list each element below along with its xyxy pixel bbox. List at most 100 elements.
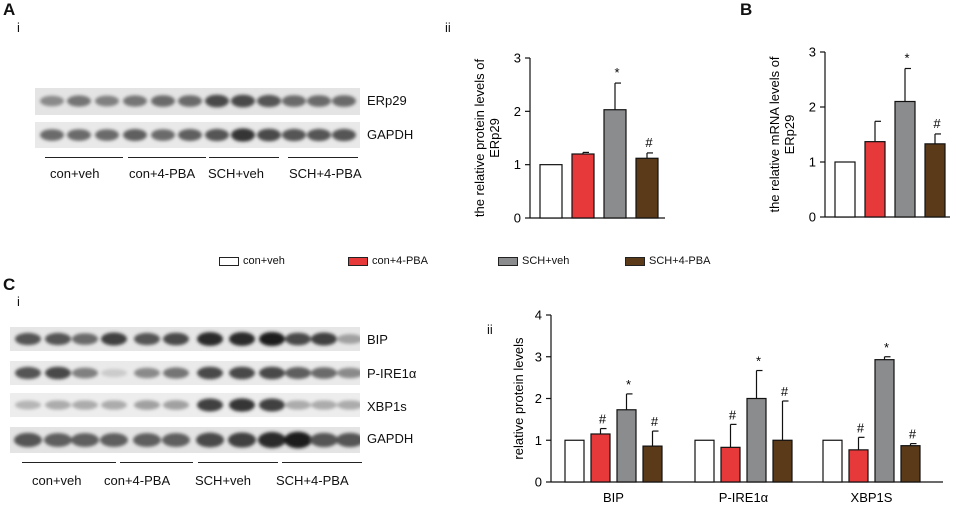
blot-band: [67, 95, 91, 107]
lane-group-label: con+veh: [32, 473, 82, 488]
blot-band: [72, 367, 98, 379]
bar: [590, 433, 611, 483]
blot-band: [228, 432, 256, 448]
blot-band: [285, 367, 311, 379]
y-tick-label: 0: [809, 210, 816, 225]
blot-band: [231, 128, 255, 142]
y-axis-label-line: the relative protein levels of: [472, 58, 487, 217]
blot-band: [310, 432, 338, 448]
blot-band: [123, 95, 147, 107]
band-label-gapdh-a: GAPDH: [367, 127, 414, 142]
blot-band: [311, 332, 337, 346]
legend-item-sch-4pba: SCH+4-PBA: [625, 255, 710, 267]
band-label-gapdh-c: GAPDH: [367, 431, 414, 446]
y-tick-label: 1: [514, 157, 521, 172]
blot-band: [285, 400, 311, 410]
chart-b-erp29-mrna: the relative mRNA levels ofERp29 0 1 2 3 * #: [767, 45, 950, 225]
significance-mark: #: [599, 412, 607, 427]
significance-mark: *: [614, 65, 619, 80]
blot-band: [205, 94, 229, 108]
y-tick-label: 2: [809, 100, 816, 115]
blot-band: [229, 366, 255, 380]
blot-band: [101, 368, 127, 378]
blot-band: [259, 366, 285, 380]
legend-swatch: [219, 256, 239, 266]
y-axis-label-line: ERp29: [782, 115, 797, 155]
blot-band: [257, 94, 281, 108]
significance-mark: #: [781, 384, 789, 399]
blot-band: [151, 95, 175, 107]
panel-label-c: C: [3, 275, 16, 294]
blot-band: [231, 94, 255, 108]
legend-label: SCH+veh: [522, 255, 570, 267]
blot-band: [100, 433, 128, 447]
blot-band: [162, 433, 190, 447]
y-axis-label: the relative protein levels ofERp29: [472, 58, 502, 217]
blot-band: [337, 367, 360, 379]
band-label-xbp1s: XBP1s: [367, 399, 407, 414]
bar: [834, 161, 856, 218]
blot-band: [178, 95, 202, 107]
group-line: [288, 157, 358, 159]
legend-swatch: [625, 256, 645, 266]
blot-band: [196, 432, 224, 448]
panel-sublabel-a-ii: ii: [445, 20, 451, 35]
significance-mark: *: [626, 377, 631, 392]
blot-band: [259, 331, 285, 347]
bar: [564, 439, 585, 483]
blot-band: [337, 334, 360, 344]
blot-band: [15, 400, 41, 410]
blot-band: [134, 367, 160, 379]
legend-label: SCH+4-PBA: [649, 255, 711, 267]
band-label-erp29: ERp29: [367, 93, 407, 108]
y-tick-label: 3: [514, 51, 521, 66]
blot-band: [311, 367, 337, 379]
blot-band: [44, 433, 72, 447]
bar: [894, 100, 916, 218]
blot-band: [71, 433, 99, 447]
y-tick-label: 1: [809, 155, 816, 170]
blot-band: [151, 129, 175, 141]
significance-mark: #: [933, 116, 941, 131]
bar: [848, 449, 869, 483]
lane-group-label: SCH+4-PBA: [289, 166, 362, 181]
y-tick-label: 2: [535, 391, 542, 406]
band-label-bip: BIP: [367, 332, 388, 347]
bar: [746, 397, 767, 483]
blot-band: [40, 95, 64, 107]
panel-sublabel-a-i: i: [17, 20, 20, 35]
y-axis-label: the relative mRNA levels ofERp29: [767, 56, 797, 212]
group-line: [282, 462, 362, 464]
x-tick-label: BIP: [603, 490, 624, 505]
lane-group-label: con+4-PBA: [129, 166, 196, 181]
blot-band: [40, 129, 64, 141]
lane-group-label: SCH+veh: [208, 166, 264, 181]
blot-band: [15, 366, 41, 380]
lane-group-label: con+veh: [50, 166, 100, 181]
y-tick-label: 1: [535, 433, 542, 448]
y-tick-label: 2: [514, 104, 521, 119]
group-line: [198, 462, 278, 464]
chart-a-ii-erp29-protein: the relative protein levels ofERp29 0 1 2 3 *…: [472, 51, 665, 226]
group-line: [128, 157, 206, 159]
legend-label: con+4-PBA: [372, 255, 428, 267]
blot-band: [95, 129, 119, 141]
blot-band: [332, 128, 356, 142]
bar: [603, 109, 627, 219]
blot-band: [45, 400, 71, 410]
western-blot-a: [35, 88, 360, 148]
lane-group-label: con+4-PBA: [104, 473, 171, 488]
blot-band: [257, 128, 281, 142]
significance-mark: *: [756, 354, 761, 369]
western-blot-c: [10, 327, 360, 453]
blot-band: [72, 333, 98, 345]
blot-band: [282, 95, 306, 107]
y-tick-label: 0: [535, 475, 542, 490]
blot-band: [14, 432, 42, 448]
panel-sublabel-c-i: i: [17, 294, 20, 309]
bar: [874, 359, 895, 483]
bar: [720, 446, 741, 483]
y-tick-label: 3: [535, 349, 542, 364]
chart-c-ii-er-stress-proteins: relative protein levels 0 1 2 3 4 # * # BIP # * # P-I…: [511, 308, 943, 505]
band-label-p-ire1a: P-IRE1α: [367, 366, 417, 381]
